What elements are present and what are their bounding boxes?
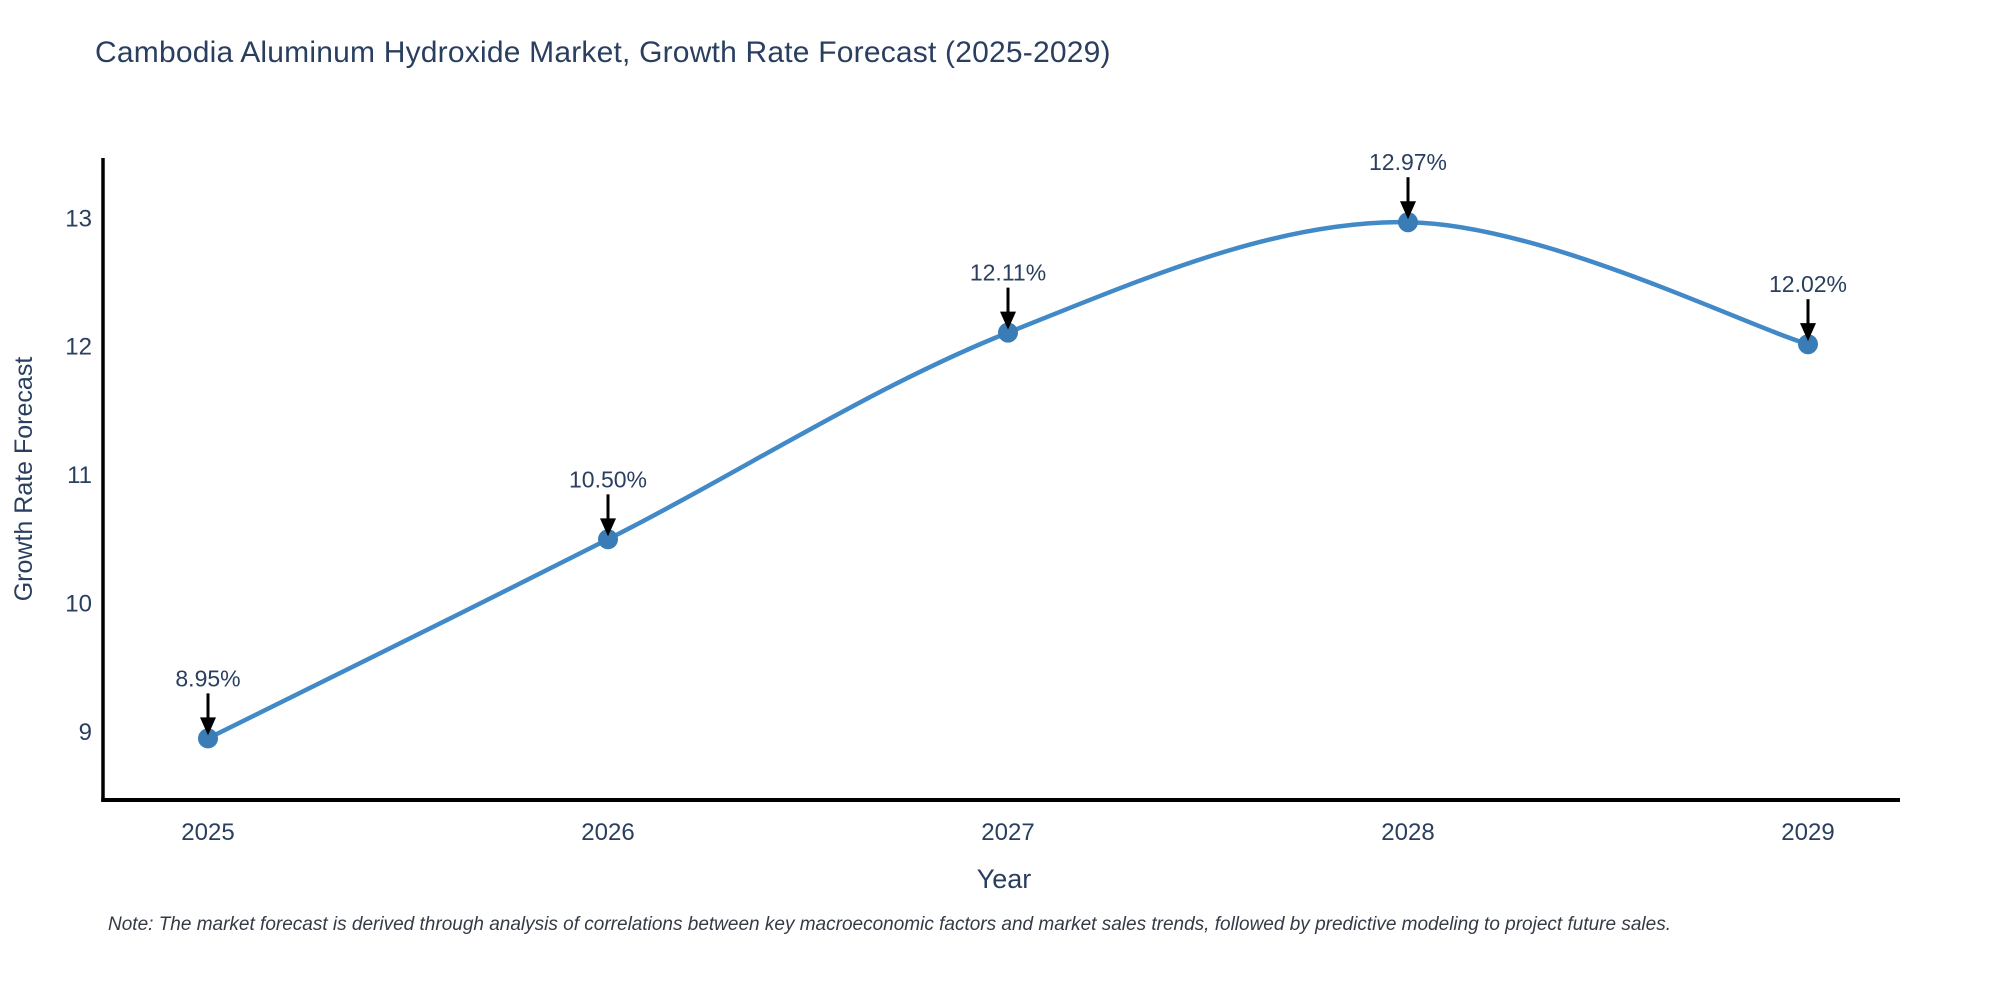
data-point-marker[interactable] [998, 322, 1018, 343]
annotation-label: 8.95% [175, 665, 240, 691]
point-annotation: 12.97% [1369, 149, 1447, 220]
annotation-label: 10.50% [569, 466, 647, 492]
y-axis-title: Growth Rate Forecast [10, 357, 38, 602]
point-annotation: 12.02% [1769, 271, 1847, 342]
annotation-arrowhead-icon [1000, 311, 1016, 330]
point-annotation: 8.95% [175, 665, 241, 736]
annotation-arrowhead-icon [1800, 323, 1816, 342]
x-axis-tick-labels: 2025 2026 2027 2028 2029 [181, 819, 1834, 846]
x-tick-label: 2026 [581, 819, 634, 846]
y-tick-label: 13 [65, 205, 92, 232]
y-axis-tick-labels: 9 10 11 12 13 [65, 205, 92, 746]
annotation-arrowhead-icon [200, 717, 216, 736]
data-point-marker[interactable] [1398, 212, 1418, 233]
x-axis-title: Year [977, 864, 1032, 894]
x-tick-label: 2028 [1381, 819, 1434, 846]
annotation-label: 12.02% [1769, 271, 1847, 297]
annotation-arrowhead-icon [600, 518, 616, 537]
point-annotation: 12.11% [970, 260, 1046, 330]
x-tick-label: 2029 [1781, 819, 1834, 846]
point-annotations: 8.95% 10.50% 12.11% 12.97% 12.02% [175, 149, 1847, 736]
y-tick-label: 9 [79, 719, 92, 746]
y-tick-label: 11 [67, 462, 92, 489]
annotation-label: 12.97% [1369, 149, 1447, 175]
x-tick-label: 2027 [981, 819, 1034, 846]
data-point-marker[interactable] [1798, 334, 1818, 355]
annotation-arrowhead-icon [1400, 201, 1416, 220]
data-point-marker[interactable] [598, 529, 618, 550]
x-tick-label: 2025 [181, 819, 234, 846]
data-point-marker[interactable] [198, 728, 218, 749]
annotation-label: 12.11% [970, 260, 1046, 286]
y-tick-label: 12 [65, 334, 92, 361]
chart-title: Cambodia Aluminum Hydroxide Market, Grow… [95, 36, 1111, 69]
footnote: Note: The market forecast is derived thr… [108, 914, 1671, 935]
series-markers [198, 212, 1818, 749]
y-tick-label: 10 [65, 591, 92, 618]
point-annotation: 10.50% [569, 466, 647, 537]
